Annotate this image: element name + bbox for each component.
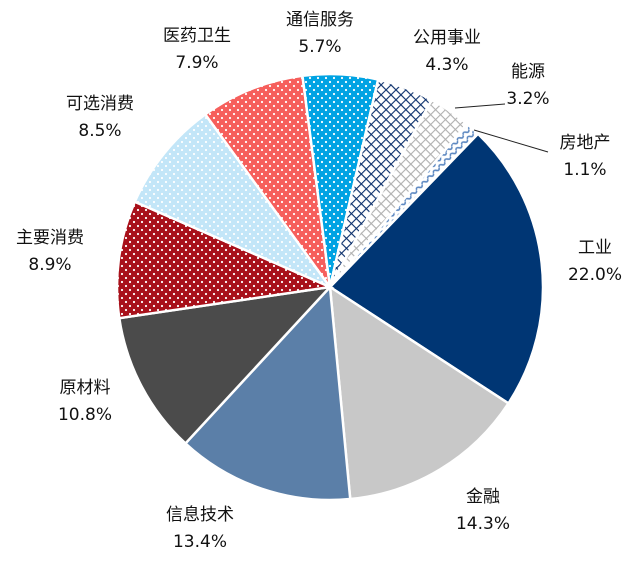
slice-label: 公用事业: [413, 28, 481, 48]
pie-slice: [117, 285, 334, 446]
slice-label: 金融: [466, 487, 500, 507]
pie-slice: [115, 200, 335, 320]
slice-label: 医药卫生: [163, 26, 231, 46]
value-label: 3.2%: [506, 89, 549, 109]
pie-slice: [328, 132, 545, 406]
value-label: 1.1%: [563, 160, 606, 180]
value-label: 4.3%: [425, 55, 468, 75]
slice-label: 房地产: [560, 133, 611, 153]
pie-slice: [203, 74, 332, 288]
slice-label: 通信服务: [286, 10, 354, 30]
value-label: 10.8%: [58, 405, 112, 425]
slice-label: 主要消费: [16, 228, 84, 248]
pie-slice: [329, 122, 480, 288]
pie-slice: [328, 284, 511, 501]
pie-slice: [133, 112, 334, 290]
value-label: 7.9%: [175, 53, 218, 73]
value-label: 5.7%: [298, 37, 341, 57]
slice-label: 可选消费: [66, 94, 134, 114]
value-label: 13.4%: [173, 532, 227, 552]
slice-label: 工业: [578, 238, 612, 258]
value-label: 22.0%: [568, 265, 622, 285]
slice-label: 信息技术: [166, 505, 234, 525]
value-label: 8.5%: [78, 121, 121, 141]
leader-line: [473, 129, 549, 153]
value-label: 14.3%: [456, 514, 510, 534]
leader-line: [454, 103, 506, 109]
slice-label: 能源: [511, 62, 545, 82]
pie-slice: [183, 284, 352, 502]
slice-label: 原材料: [60, 378, 111, 398]
value-label: 8.9%: [28, 255, 71, 275]
